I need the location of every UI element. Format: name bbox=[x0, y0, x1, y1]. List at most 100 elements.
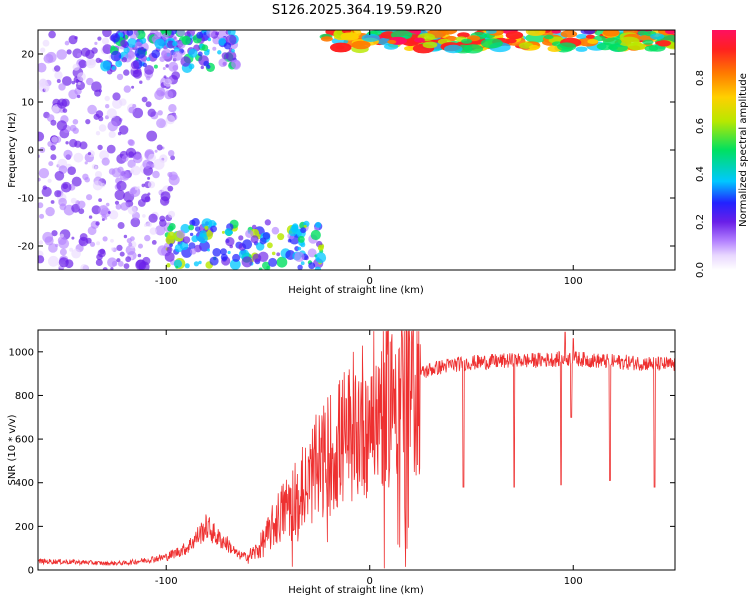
heat-cell bbox=[134, 41, 143, 49]
heat-cell bbox=[314, 266, 322, 270]
heat-cell bbox=[308, 262, 316, 270]
heat-cell bbox=[201, 218, 213, 230]
heat-cell bbox=[108, 130, 116, 138]
heat-cell bbox=[144, 223, 148, 227]
heat-cell bbox=[203, 32, 207, 35]
heat-cell bbox=[154, 149, 158, 153]
heat-cell bbox=[170, 155, 176, 161]
heat-cell bbox=[525, 33, 547, 43]
colorbar-label: Normalized spectral amplitude bbox=[738, 73, 749, 227]
heat-cell bbox=[127, 205, 137, 215]
x-tick-label: 0 bbox=[367, 276, 373, 287]
heat-cell bbox=[96, 241, 101, 246]
heat-cell bbox=[291, 224, 299, 232]
heat-cell bbox=[271, 226, 280, 235]
heat-cell bbox=[71, 176, 82, 187]
heat-cell bbox=[154, 31, 162, 40]
heat-cell bbox=[102, 236, 108, 242]
heat-cell bbox=[59, 233, 64, 238]
snr-series-line bbox=[38, 330, 675, 569]
heat-cell bbox=[128, 106, 135, 114]
heat-cell bbox=[315, 221, 322, 228]
heat-cell bbox=[126, 238, 132, 244]
heat-cell bbox=[107, 120, 118, 132]
heat-cell bbox=[155, 225, 166, 236]
heat-cell bbox=[461, 38, 473, 44]
heat-cell bbox=[97, 144, 103, 151]
heat-cell bbox=[85, 49, 95, 59]
heat-cell bbox=[67, 166, 76, 175]
heat-cell bbox=[105, 104, 110, 109]
heat-cell bbox=[127, 37, 137, 48]
heat-cell bbox=[48, 255, 59, 267]
heat-cell bbox=[580, 30, 596, 35]
heat-cell bbox=[225, 50, 237, 62]
heat-cell bbox=[54, 65, 61, 72]
heat-cell bbox=[119, 30, 124, 33]
heat-cell bbox=[59, 248, 67, 256]
heat-cell bbox=[165, 235, 175, 245]
heat-cell bbox=[58, 197, 67, 207]
heat-cell bbox=[142, 214, 146, 218]
heat-cell bbox=[123, 46, 130, 54]
heat-cell bbox=[642, 39, 654, 45]
heat-cell bbox=[97, 249, 106, 258]
heat-cell bbox=[71, 80, 76, 85]
heat-cell bbox=[149, 163, 155, 168]
heat-cell bbox=[154, 89, 165, 101]
heat-cell bbox=[95, 221, 100, 226]
heat-cell bbox=[608, 45, 619, 50]
heat-cell bbox=[141, 96, 148, 103]
heat-cell bbox=[164, 90, 174, 100]
heat-cell bbox=[85, 119, 91, 125]
heat-cell bbox=[128, 242, 133, 247]
heat-cell bbox=[224, 228, 232, 236]
heat-cell bbox=[63, 149, 73, 159]
heat-cell bbox=[58, 238, 70, 249]
heat-cell bbox=[123, 85, 131, 93]
heat-cell bbox=[207, 37, 212, 42]
heat-cell bbox=[480, 38, 503, 49]
heat-cell bbox=[644, 45, 658, 52]
heat-cell bbox=[39, 213, 45, 219]
heat-cell bbox=[361, 33, 380, 43]
heat-cell bbox=[351, 40, 371, 50]
heat-cell bbox=[276, 252, 281, 257]
heat-cell bbox=[139, 80, 143, 84]
heat-cell bbox=[266, 265, 271, 270]
heat-cell bbox=[101, 37, 110, 45]
heat-cell bbox=[525, 30, 546, 36]
snr-frame bbox=[37, 329, 676, 571]
heat-cell bbox=[99, 150, 110, 161]
heat-cell bbox=[38, 177, 41, 182]
colorbar-gradient bbox=[712, 30, 736, 270]
heat-cell bbox=[221, 52, 229, 60]
heat-cell bbox=[231, 48, 235, 53]
heat-cell bbox=[557, 42, 577, 51]
heat-cell bbox=[147, 222, 152, 228]
heat-cell bbox=[128, 139, 135, 147]
heat-cell bbox=[77, 81, 81, 85]
heat-cell bbox=[200, 65, 204, 70]
heat-cell bbox=[297, 235, 305, 243]
heat-cell bbox=[627, 42, 646, 51]
heat-cell bbox=[168, 150, 175, 157]
y-tick-label: 10 bbox=[21, 98, 34, 109]
heat-cell bbox=[300, 261, 305, 266]
heat-cell bbox=[38, 131, 45, 142]
heat-cell bbox=[47, 178, 52, 183]
colorbar-ticks: 0.0 0.2 0.4 0.6 0.8 bbox=[695, 70, 706, 278]
heat-cell bbox=[190, 248, 197, 255]
heat-cell bbox=[168, 223, 176, 230]
heat-cell bbox=[95, 110, 104, 118]
y-tick-label: -10 bbox=[18, 194, 34, 205]
heat-cell bbox=[148, 213, 158, 223]
heat-cell bbox=[250, 235, 259, 244]
heat-cell bbox=[656, 40, 672, 47]
heat-cell bbox=[188, 224, 195, 231]
heat-cell bbox=[40, 47, 46, 53]
x-tick-label: -100 bbox=[155, 276, 178, 287]
